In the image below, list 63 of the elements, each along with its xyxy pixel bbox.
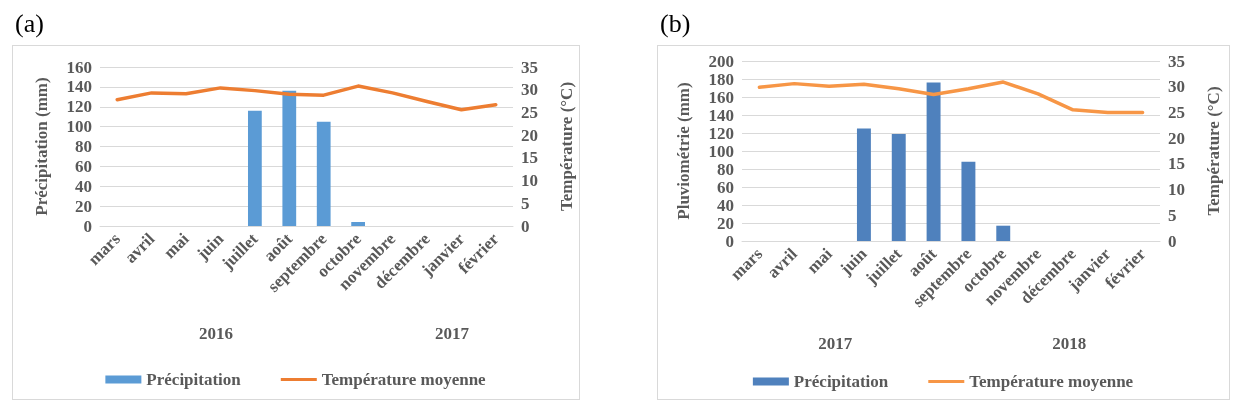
y-tick-label: 40: [717, 195, 734, 215]
y-tick-label: 140: [708, 105, 734, 125]
text: 2018: [1052, 334, 1087, 353]
chart-title: (b): [660, 8, 691, 38]
y2-tick-label: 15: [1168, 154, 1185, 174]
y2-tick-label: 15: [521, 148, 538, 168]
line-series: [757, 80, 1145, 115]
y2-axis-title: Température (°C): [557, 81, 576, 212]
text: 2017: [818, 334, 853, 353]
y-tick-label: 40: [75, 176, 92, 196]
y2-tick-label: 35: [521, 57, 538, 77]
chart-title: (a): [15, 8, 44, 38]
bar: [247, 110, 262, 226]
y-axis-title: Pluviométrie (mm): [674, 82, 693, 220]
y-tick-label: 120: [708, 123, 734, 143]
legend-label: Précipitation: [146, 370, 242, 389]
y2-tick-label: 10: [1168, 180, 1185, 200]
y-tick-label: 160: [708, 87, 734, 107]
y2-tick-label: 25: [521, 102, 538, 122]
y2-tick-label: 5: [521, 193, 530, 213]
y2-tick-label: 35: [1168, 51, 1185, 71]
legend-label: Température moyenne: [969, 372, 1134, 391]
x-tick-label: mai: [159, 229, 193, 263]
y2-tick-label: 30: [1168, 77, 1185, 97]
bar: [856, 128, 871, 241]
legend-label: Précipitation: [793, 372, 889, 391]
y-tick-label: 140: [66, 77, 92, 97]
y-tick-label: 80: [717, 159, 734, 179]
y2-axis-title: Température (°C): [1204, 86, 1223, 216]
y-tick-label: 20: [717, 213, 734, 233]
bar: [351, 222, 366, 226]
legend-label: Température moyenne: [321, 370, 487, 389]
y-axis-title: Précipitation (mm): [32, 77, 51, 216]
y2-tick-label: 5: [1168, 205, 1177, 225]
x-tick-label: mai: [803, 244, 836, 278]
line-series: [115, 84, 498, 112]
y-tick-label: 60: [717, 177, 734, 197]
y-tick-label: 0: [83, 216, 92, 236]
text: 2016: [199, 324, 233, 343]
bar: [996, 225, 1011, 241]
y2-tick-label: 0: [1168, 231, 1177, 251]
y2-tick-label: 10: [521, 171, 538, 191]
y-tick-label: 160: [66, 57, 92, 77]
y-tick-label: 180: [708, 69, 734, 89]
y2-tick-label: 0: [521, 216, 530, 236]
bar: [891, 133, 906, 241]
y-tick-label: 60: [75, 156, 92, 176]
y-tick-label: 0: [725, 231, 734, 251]
y2-tick-label: 25: [1168, 102, 1185, 122]
bar: [316, 121, 331, 226]
bar: [282, 90, 297, 226]
y-tick-label: 200: [708, 51, 734, 71]
text: 2017: [434, 324, 470, 343]
y2-tick-label: 20: [521, 125, 538, 145]
y-tick-label: 100: [708, 141, 734, 161]
y-tick-label: 120: [66, 97, 92, 117]
y-tick-label: 20: [75, 196, 92, 216]
bar: [961, 161, 976, 241]
y-tick-label: 80: [75, 137, 92, 156]
bar: [926, 82, 941, 241]
y-tick-label: 100: [66, 117, 92, 137]
y2-tick-label: 30: [521, 80, 538, 100]
y2-tick-label: 20: [1168, 128, 1185, 148]
